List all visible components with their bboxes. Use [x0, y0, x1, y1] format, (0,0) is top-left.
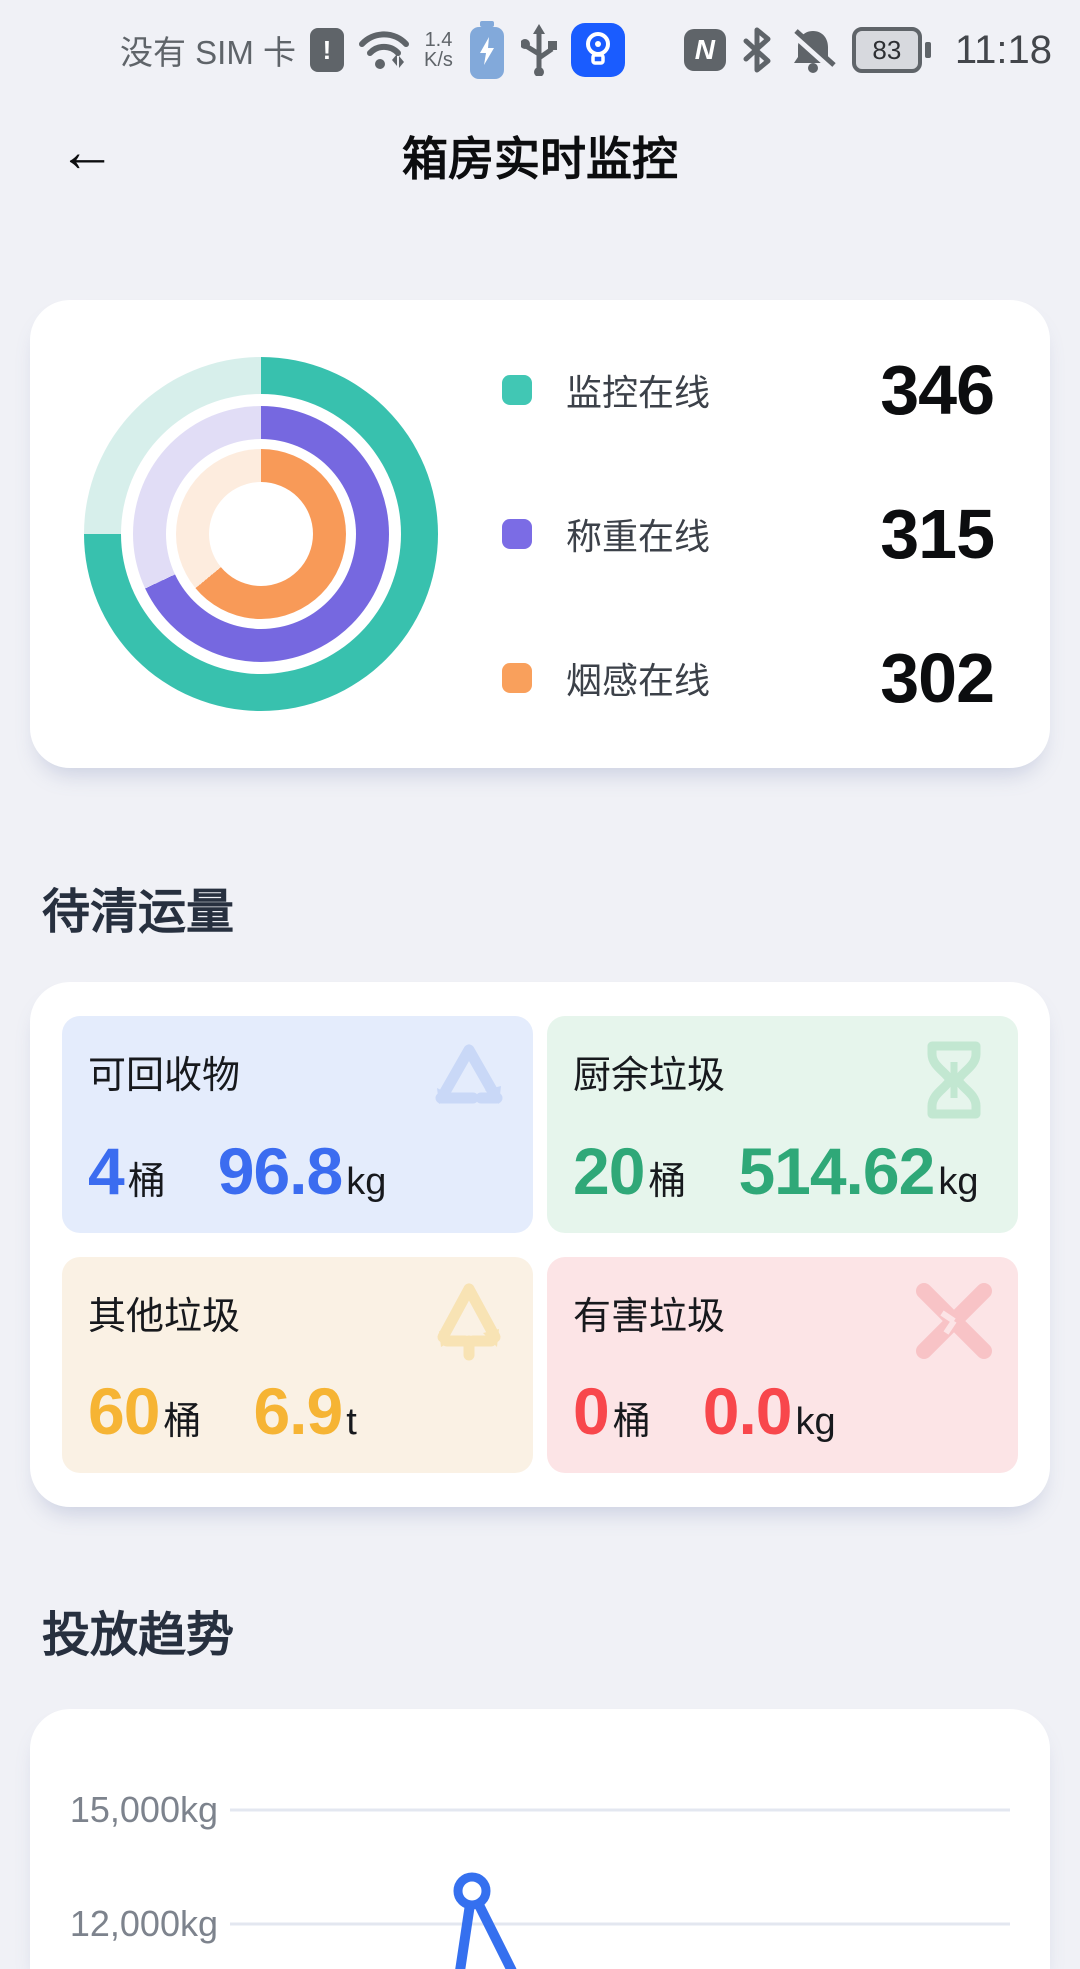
tile-other-waste[interactable]: 其他垃圾 60 桶 6.9 t	[62, 1256, 533, 1473]
usb-icon	[520, 24, 557, 76]
trend-data-point-marker	[453, 1872, 491, 1910]
tile-title: 可回收物	[88, 1055, 241, 1097]
weight-value: 6.9	[253, 1374, 343, 1448]
legend-label: 烟感在线	[566, 660, 711, 701]
online-status-donut-chart	[66, 339, 456, 729]
battery-percent: 83	[851, 27, 922, 73]
network-speed-value: 1.4	[424, 29, 453, 51]
bucket-count: 0	[573, 1374, 610, 1448]
y-tick-12000: 12,000kg	[70, 1903, 218, 1944]
donut-hole	[209, 482, 313, 586]
legend-swatch-orange	[502, 663, 532, 693]
legend-row-monitor-online: 监控在线 346	[502, 350, 995, 430]
tile-title: 有害垃圾	[573, 1295, 726, 1338]
hourglass-icon	[912, 1038, 996, 1122]
bucket-count: 20	[573, 1133, 645, 1208]
network-speed: 1.4 K/s	[424, 30, 453, 70]
legend-label: 称重在线	[566, 516, 711, 557]
y-tick-15000: 15,000kg	[70, 1789, 218, 1830]
online-monitor-card: 监控在线 346 称重在线 315 烟感在线 302	[30, 300, 1050, 768]
tile-kitchen-waste[interactable]: 厨余垃圾 20 桶 514.62 kg	[547, 1016, 1018, 1233]
bucket-unit: 桶	[648, 1160, 687, 1203]
battery-level-icon: 83	[851, 27, 931, 73]
legend-swatch-teal	[502, 375, 532, 405]
back-button[interactable]: ←	[58, 118, 116, 184]
legend-value: 315	[880, 495, 995, 573]
recycle-icon	[427, 1038, 511, 1122]
trend-line-chart: 15,000kg 12,000kg	[70, 1789, 1010, 1969]
sim-alert-icon: !	[310, 28, 345, 72]
pending-section-title: 待清运量	[42, 886, 235, 939]
battery-nub	[924, 42, 931, 58]
battery-charging-icon	[467, 21, 507, 79]
legend-swatch-purple	[502, 519, 532, 549]
legend-label: 监控在线	[566, 372, 711, 413]
flashlight-badge-icon	[570, 23, 625, 77]
trend-section-title: 投放趋势	[42, 1609, 235, 1662]
nfc-icon: N	[683, 29, 726, 71]
donut-legend: 监控在线 346 称重在线 315 烟感在线 302	[502, 350, 995, 718]
weight-unit: kg	[938, 1160, 979, 1203]
bluetooth-icon	[740, 26, 774, 74]
page-header: ← 箱房实时监控	[0, 106, 1080, 206]
bucket-unit: 桶	[612, 1401, 651, 1443]
legend-value: 346	[880, 351, 995, 429]
weight-unit: t	[346, 1401, 357, 1443]
weight-unit: kg	[795, 1401, 836, 1443]
status-bar: 没有 SIM 卡 ! 1.4 K/s	[0, 0, 1080, 100]
bucket-unit: 桶	[127, 1160, 166, 1203]
tile-title: 厨余垃圾	[573, 1055, 726, 1097]
tile-title: 其他垃圾	[88, 1295, 241, 1338]
weight-value: 0.0	[702, 1374, 793, 1448]
weight-value: 96.8	[217, 1133, 343, 1208]
clock-time: 11:18	[954, 27, 1052, 72]
bucket-count: 4	[88, 1133, 125, 1208]
legend-row-smoke-online: 烟感在线 302	[502, 638, 995, 718]
legend-row-weighing-online: 称重在线 315	[502, 494, 995, 574]
bucket-count: 60	[88, 1374, 160, 1448]
tile-hazardous-waste[interactable]: 有害垃圾 0 桶 0.0 kg	[547, 1256, 1018, 1473]
tile-recyclable[interactable]: 可回收物 4 桶 96.8 kg	[62, 1016, 533, 1233]
bucket-unit: 桶	[163, 1401, 202, 1443]
weight-unit: kg	[346, 1160, 387, 1203]
weight-value: 514.62	[738, 1133, 935, 1208]
pending-amount-card: 可回收物 4 桶 96.8 kg 厨余垃圾 20 桶	[30, 982, 1050, 1507]
legend-value: 302	[880, 639, 995, 717]
page-title: 箱房实时监控	[402, 133, 678, 185]
tree-recycle-icon	[427, 1279, 511, 1363]
mute-bell-icon	[788, 25, 838, 75]
hazard-icon	[912, 1279, 996, 1363]
network-speed-unit: K/s	[424, 49, 453, 71]
wifi-icon	[358, 28, 410, 72]
no-sim-text: 没有 SIM 卡	[120, 34, 297, 71]
trend-chart-card: 15,000kg 12,000kg	[30, 1709, 1050, 1969]
